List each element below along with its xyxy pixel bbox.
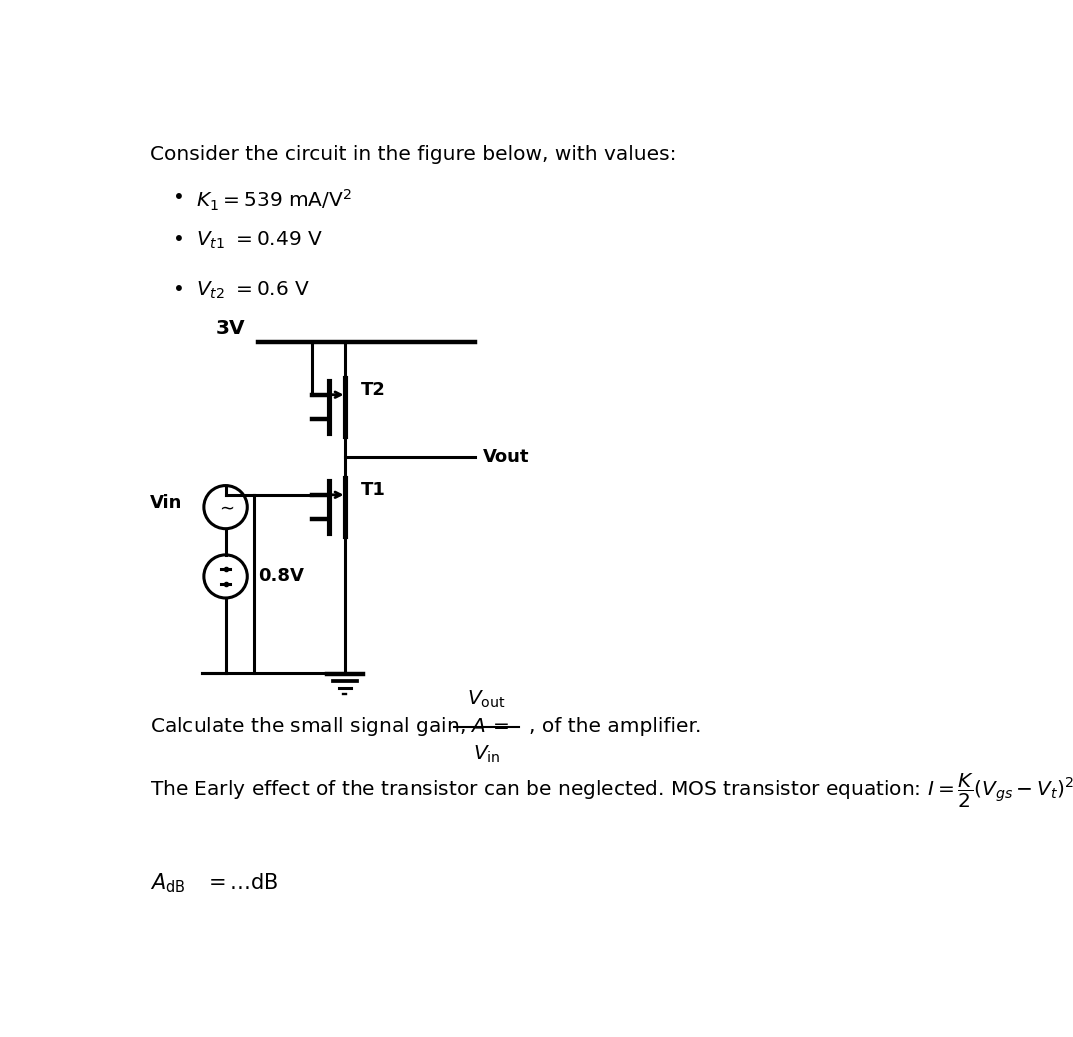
Text: T2: T2	[361, 381, 385, 399]
Text: Calculate the small signal gain, $A$ =: Calculate the small signal gain, $A$ =	[149, 716, 511, 738]
Text: $A_{\mathrm{dB}}$: $A_{\mathrm{dB}}$	[149, 871, 186, 895]
Text: 3V: 3V	[216, 318, 245, 338]
Text: •: •	[173, 188, 185, 206]
Text: The Early effect of the transistor can be neglected. MOS transistor equation: $I: The Early effect of the transistor can b…	[149, 772, 1073, 810]
Text: 0.8V: 0.8V	[259, 567, 304, 586]
Text: $V_{t2}\ = 0.6\ \mathrm{V}$: $V_{t2}\ = 0.6\ \mathrm{V}$	[196, 280, 310, 302]
Text: Consider the circuit in the figure below, with values:: Consider the circuit in the figure below…	[149, 145, 676, 164]
Text: Vin: Vin	[149, 495, 182, 512]
Text: $= \ldots\mathrm{dB}$: $= \ldots\mathrm{dB}$	[204, 873, 278, 893]
Text: •: •	[173, 230, 185, 249]
Text: Vout: Vout	[483, 448, 529, 466]
Text: $K_1 = 539\ \mathrm{mA/V^2}$: $K_1 = 539\ \mathrm{mA/V^2}$	[196, 188, 352, 213]
Text: $\sim$: $\sim$	[217, 498, 235, 516]
Text: $V_{t1}\ = 0.49\ \mathrm{V}$: $V_{t1}\ = 0.49\ \mathrm{V}$	[196, 230, 323, 251]
Text: •: •	[173, 280, 185, 299]
Text: $V_{\rm out}$: $V_{\rm out}$	[468, 689, 506, 709]
Text: , of the amplifier.: , of the amplifier.	[529, 717, 702, 736]
Text: T1: T1	[361, 481, 385, 499]
Text: $V_{\rm in}$: $V_{\rm in}$	[473, 744, 500, 765]
